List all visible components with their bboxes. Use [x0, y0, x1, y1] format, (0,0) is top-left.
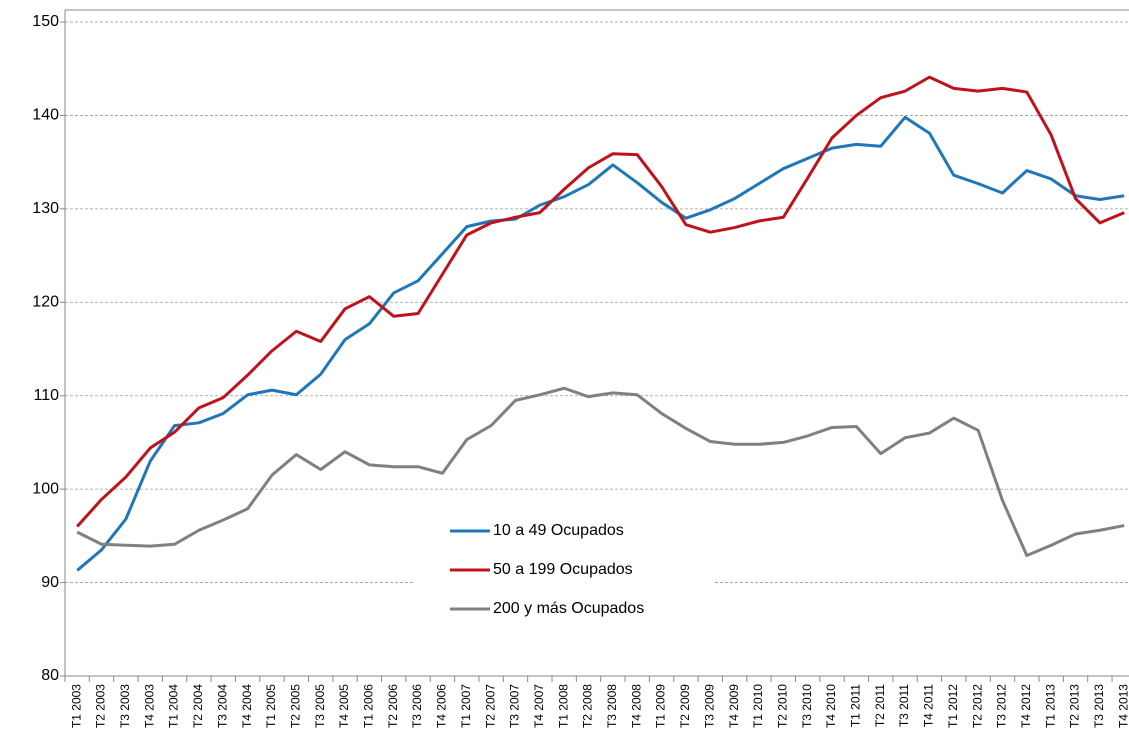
x-tick-label: T4 2005	[337, 684, 351, 728]
x-tick-label: T4 2007	[532, 684, 546, 728]
y-tick-label: 100	[32, 480, 59, 497]
x-tick-label: T3 2013	[1092, 684, 1106, 728]
x-tick-label: T2 2003	[94, 684, 108, 728]
x-tick-label: T2 2005	[288, 684, 302, 728]
x-tick-label: T1 2010	[751, 684, 765, 728]
x-tick-label: T2 2011	[873, 684, 887, 727]
x-tick-label: T4 2008	[629, 684, 643, 728]
x-tick-label: T3 2008	[605, 684, 619, 728]
legend: 10 a 49 Ocupados 50 a 199 Ocupados 200 y m…	[415, 512, 715, 626]
x-tick-label: T1 2004	[167, 684, 181, 728]
x-tick-label: T3 2005	[313, 684, 327, 728]
y-tick-label: 120	[32, 294, 59, 311]
lines	[76, 75, 1125, 572]
x-tick-label: T4 2009	[727, 684, 741, 728]
x-tick-label: T1 2003	[69, 684, 83, 728]
x-tick-label: T4 2006	[435, 684, 449, 728]
x-tick-label: T1 2008	[556, 684, 570, 728]
x-tick-label: T2 2004	[191, 684, 205, 728]
legend-label: 10 a 49 Ocupados	[493, 522, 624, 539]
x-tick-label: T3 2009	[702, 684, 716, 728]
y-tick-label: 140	[32, 107, 59, 124]
x-tick-label: T3 2006	[410, 684, 424, 728]
x-tick-label: T1 2009	[654, 684, 668, 728]
x-tick-label: T3 2012	[995, 684, 1009, 728]
x-tick-label: T4 2010	[824, 684, 838, 728]
x-tick-label: T4 2004	[240, 684, 254, 728]
x-tick-label: T4 2012	[1019, 684, 1033, 728]
x-tick-label: T3 2004	[215, 684, 229, 728]
series-line	[76, 115, 1125, 572]
x-tick-label: T4 2011	[922, 684, 936, 727]
series-line	[76, 75, 1125, 528]
y-tick-label: 110	[33, 387, 59, 404]
x-tick-label: T1 2006	[362, 684, 376, 728]
x-tick-label: T1 2005	[264, 684, 278, 728]
y-tick-label: 90	[41, 574, 59, 591]
x-tick-label: T2 2008	[581, 684, 595, 728]
x-tick-label: T3 2010	[800, 684, 814, 728]
x-tick-label: T2 2012	[970, 684, 984, 728]
x-tick-label: T4 2003	[142, 684, 156, 728]
x-tick-label: T1 2012	[946, 684, 960, 728]
x-tick-label: T3 2011	[897, 684, 911, 727]
x-tick-label: T3 2007	[508, 684, 522, 728]
legend-label: 50 a 199 Ocupados	[493, 561, 633, 578]
grid	[65, 21, 1129, 583]
x-tick-label: T1 2011	[849, 684, 863, 727]
x-tick-label: T4 2013	[1116, 684, 1129, 728]
x-tick-label: T2 2013	[1068, 684, 1082, 728]
axes: 80 90 100 110 120 130 140 150 T1 2003 T2 2003 T3 2…	[32, 9, 1129, 728]
legend-label: 200 y más Ocupados	[493, 600, 644, 617]
y-tick-label: 150	[32, 13, 59, 30]
x-tick-label: T3 2003	[118, 684, 132, 728]
x-tick-label: T2 2006	[386, 684, 400, 728]
x-tick-label: T2 2010	[775, 684, 789, 728]
y-tick-label: 80	[41, 667, 59, 684]
series-line	[76, 386, 1125, 557]
x-tick-label: T2 2007	[483, 684, 497, 728]
y-tick-label: 130	[32, 200, 59, 217]
x-tick-label: T1 2013	[1043, 684, 1057, 728]
x-tick-label: T1 2007	[459, 684, 473, 728]
x-tick-label: T2 2009	[678, 684, 692, 728]
